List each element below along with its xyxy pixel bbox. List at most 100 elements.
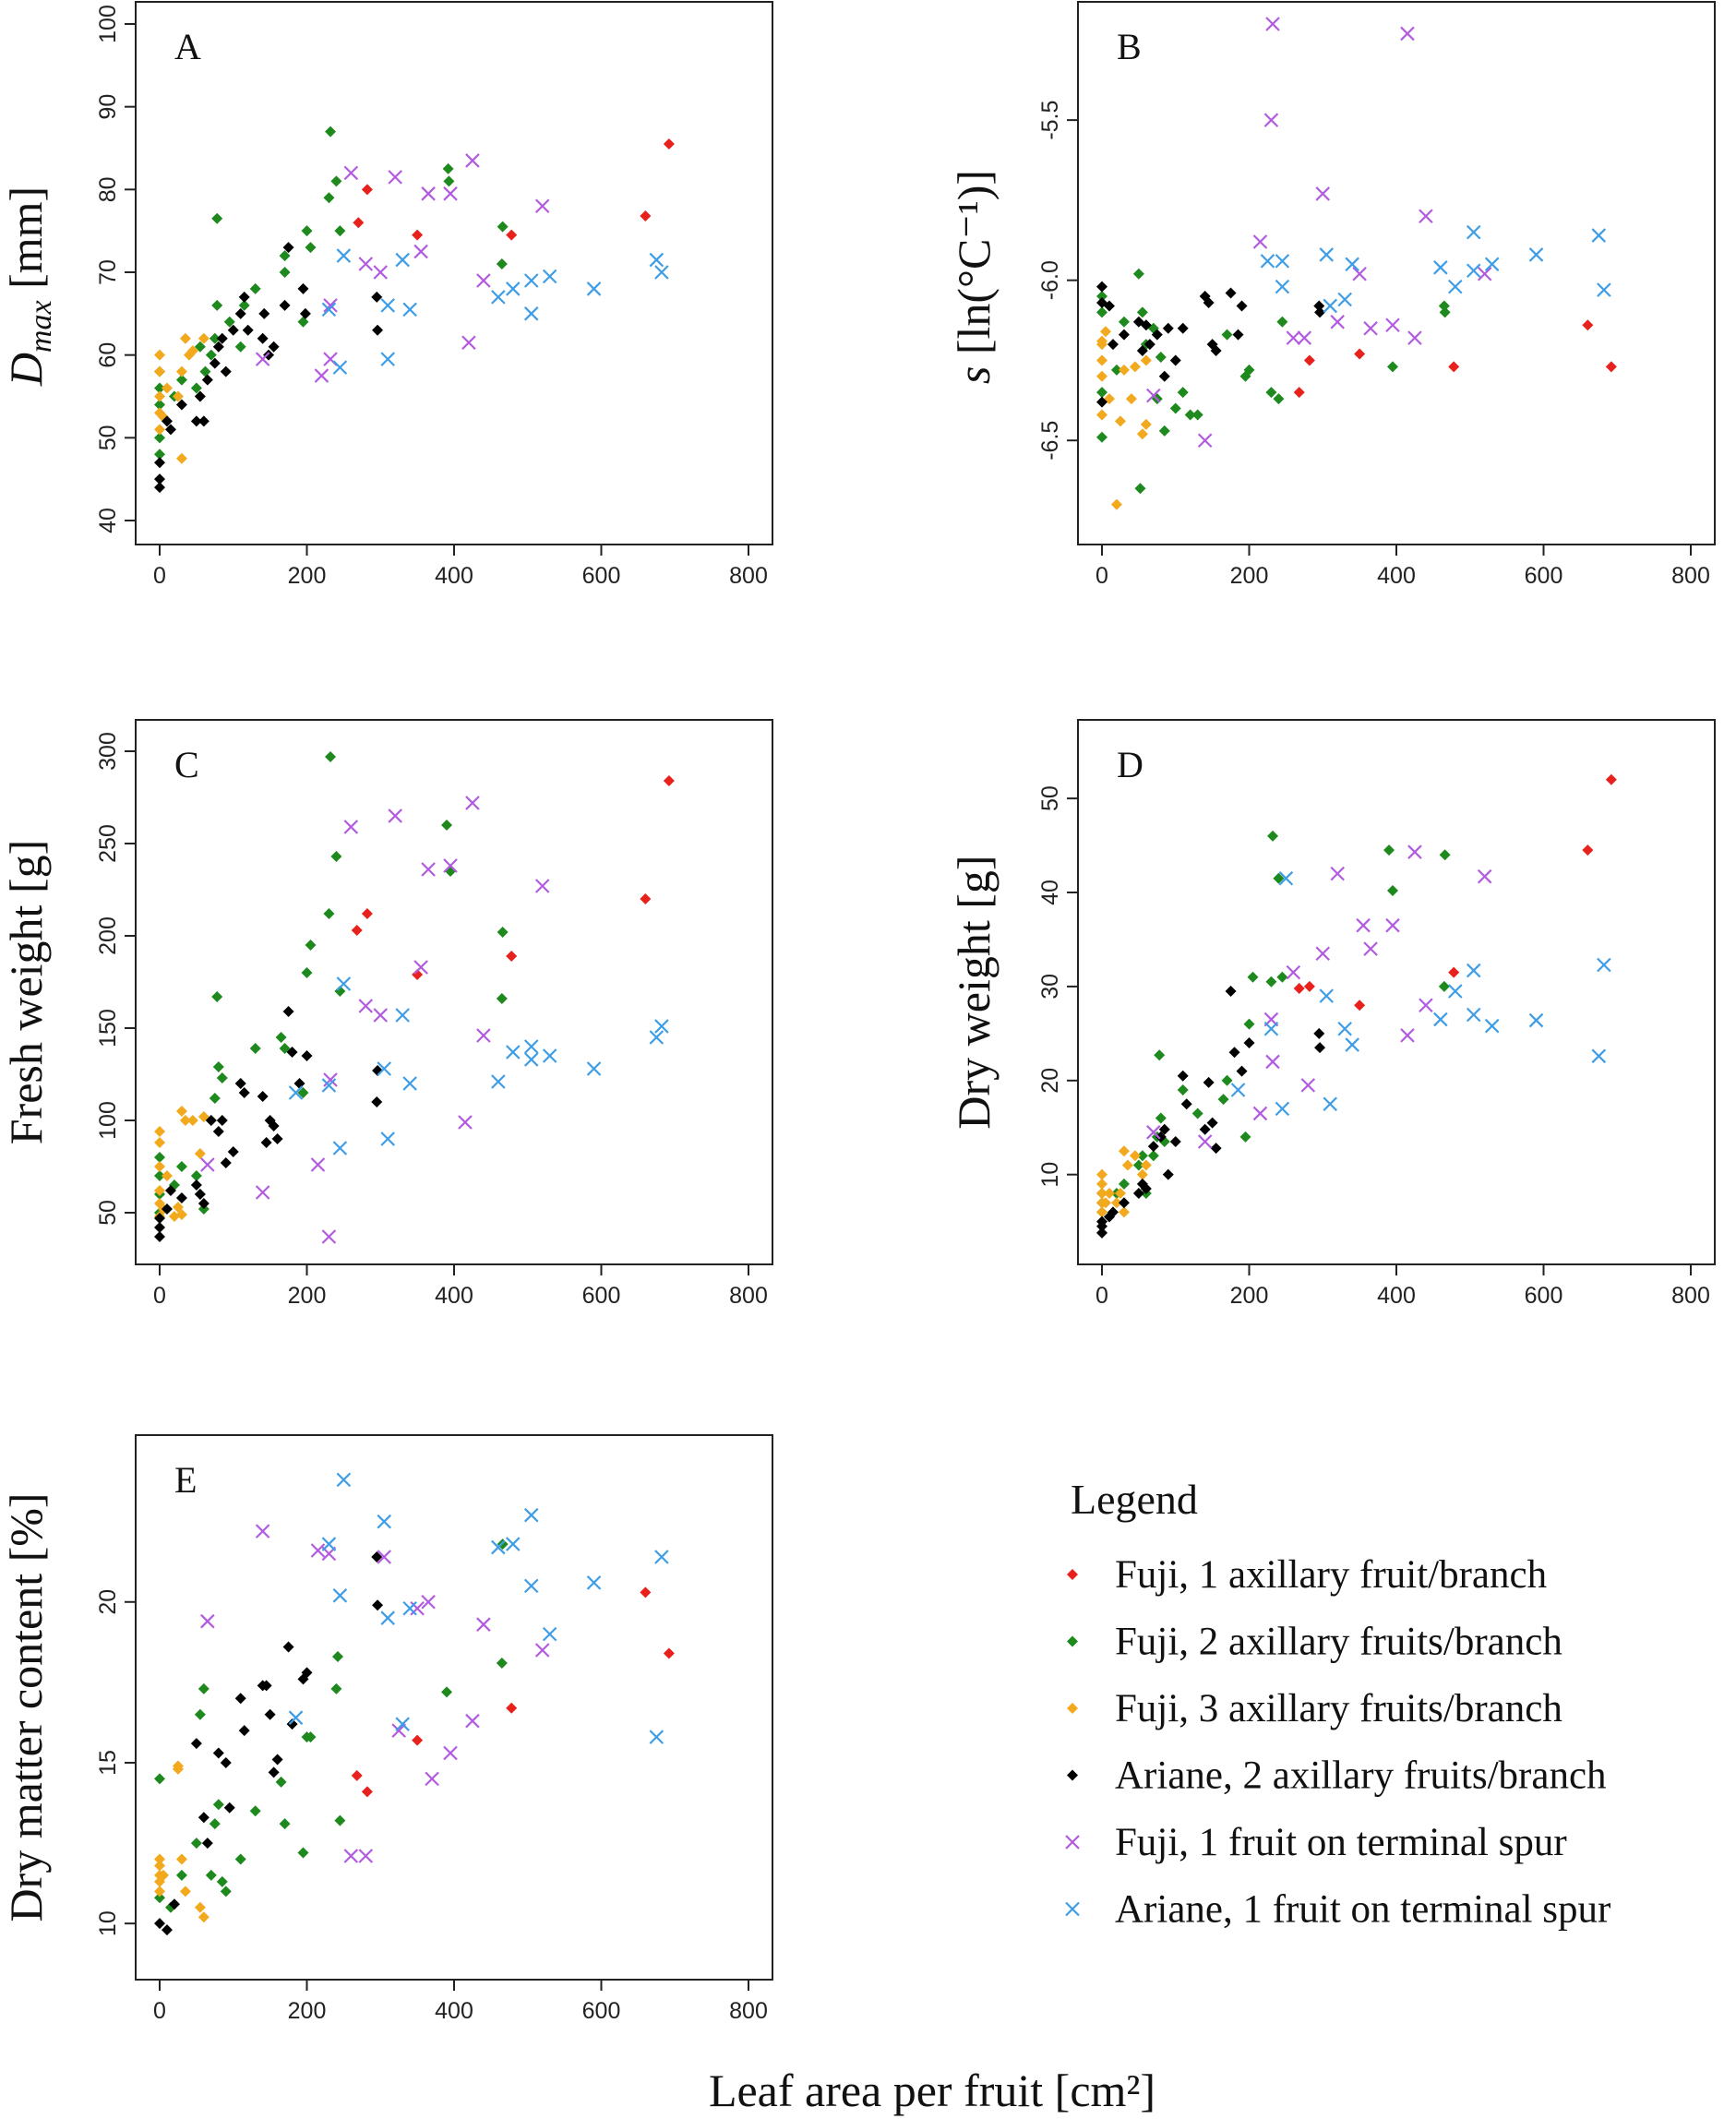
data-point <box>238 1087 250 1098</box>
data-point <box>161 1203 173 1215</box>
data-point <box>491 290 506 305</box>
data-point <box>1136 1150 1148 1162</box>
data-point <box>1154 1049 1166 1061</box>
data-point <box>255 1524 270 1538</box>
data-point <box>649 1030 664 1045</box>
data-point <box>154 473 165 485</box>
data-point <box>358 1849 374 1863</box>
data-point <box>1293 387 1305 399</box>
data-point <box>1146 388 1161 403</box>
data-point <box>154 482 165 494</box>
series-4 <box>1096 281 1326 408</box>
data-point <box>343 1849 359 1863</box>
data-point <box>336 248 352 263</box>
data-point <box>380 1131 396 1146</box>
data-point <box>190 1170 202 1181</box>
data-point <box>271 1133 283 1144</box>
data-point <box>654 1550 669 1564</box>
series-1 <box>353 138 675 241</box>
series-2 <box>154 1538 509 1913</box>
legend-entry: Fuji, 1 axillary fruit/branch <box>1067 1553 1547 1597</box>
data-point <box>441 820 453 831</box>
data-point <box>1363 320 1378 336</box>
y-axis-label: s [ln(°C⁻¹)] <box>948 170 1000 384</box>
data-point <box>1096 431 1107 443</box>
data-point <box>1177 387 1189 399</box>
data-point <box>496 258 508 270</box>
data-point <box>1582 319 1594 331</box>
x-tick-label: 0 <box>1095 563 1108 589</box>
data-point <box>373 265 389 280</box>
data-point <box>1407 844 1422 859</box>
legend-entry: Ariane, 2 axillary fruits/branch <box>1067 1754 1607 1798</box>
panel-c: 0 200 400 600 800 50 100 150 200 250 300 C Fresh wei… <box>0 719 773 1309</box>
x-tick-label: 400 <box>435 563 473 589</box>
legend: Legend Fuji, 1 axillary fruit/branchFuji… <box>1065 1476 1610 1932</box>
data-point <box>234 1693 246 1705</box>
data-point <box>321 1078 337 1093</box>
data-point <box>271 1754 283 1766</box>
data-point <box>1247 971 1259 983</box>
data-point <box>1419 209 1433 224</box>
data-point <box>279 267 291 278</box>
data-point <box>1118 364 1130 376</box>
data-point <box>1096 387 1107 399</box>
data-point <box>1265 17 1280 31</box>
data-point <box>377 1514 392 1529</box>
data-point <box>1099 326 1111 338</box>
data-point <box>534 879 550 893</box>
x-tick-label: 800 <box>729 1998 768 2024</box>
data-point <box>211 212 223 224</box>
data-point <box>358 257 374 271</box>
data-point <box>330 851 342 862</box>
data-point <box>175 1192 187 1203</box>
data-point <box>371 291 383 303</box>
data-point <box>1221 1074 1233 1086</box>
series-4 <box>154 1006 384 1242</box>
data-point <box>1466 963 1481 978</box>
data-point <box>1591 1048 1607 1064</box>
data-point <box>198 1682 210 1694</box>
data-point <box>220 1756 232 1768</box>
data-point <box>154 1886 165 1898</box>
data-point <box>305 242 317 254</box>
data-point <box>586 1061 602 1076</box>
plot-frame <box>1077 1 1716 545</box>
data-point <box>1314 306 1326 318</box>
data-point <box>1136 1168 1148 1180</box>
data-point <box>1252 234 1268 249</box>
y-tick-label: 150 <box>95 1009 121 1048</box>
data-point <box>1140 1159 1152 1171</box>
data-point <box>154 1213 165 1224</box>
data-point <box>1177 1083 1189 1095</box>
data-point <box>1303 354 1315 366</box>
data-point <box>186 345 198 357</box>
data-point <box>1132 1159 1144 1171</box>
data-point <box>334 1814 346 1826</box>
data-point <box>1184 409 1196 421</box>
data-point <box>297 1847 309 1859</box>
y-tick-label: 50 <box>95 425 121 450</box>
y-tick-label: 50 <box>95 1200 121 1226</box>
x-tick-label: 200 <box>288 1998 327 2024</box>
data-point <box>288 1710 304 1725</box>
data-point <box>373 1008 389 1023</box>
data-point <box>1313 1027 1325 1039</box>
data-point <box>279 299 291 311</box>
series-4 <box>154 1551 384 1936</box>
data-point <box>268 1120 280 1131</box>
x-tick-label: 800 <box>729 1283 768 1309</box>
data-point <box>257 332 269 344</box>
data-point <box>1352 266 1367 281</box>
data-point <box>465 153 480 168</box>
x-tick-label: 800 <box>729 563 768 589</box>
legend-marker <box>1067 1635 1078 1647</box>
panel-letter: D <box>1117 744 1143 785</box>
data-point <box>209 357 221 369</box>
data-point <box>1132 1188 1144 1200</box>
data-point <box>190 1179 202 1191</box>
data-point <box>1162 322 1174 334</box>
data-point <box>649 252 664 268</box>
data-point <box>402 1076 417 1091</box>
y-tick-label: 40 <box>1037 880 1063 905</box>
